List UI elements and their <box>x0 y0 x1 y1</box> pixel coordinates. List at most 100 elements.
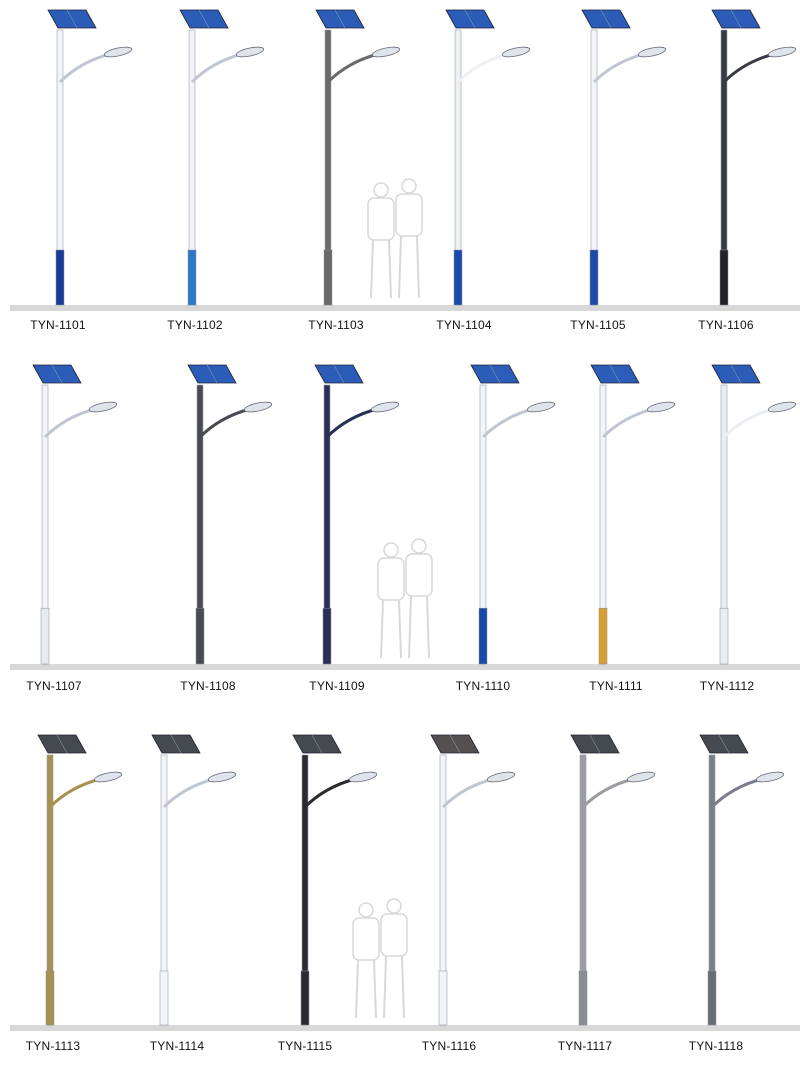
lamp-head <box>767 401 797 413</box>
solar-panel-grid <box>464 9 476 29</box>
solar-panel-grid <box>449 734 461 754</box>
solar-panel-grid <box>198 9 210 29</box>
solar-panel-grid <box>600 9 612 29</box>
person-legs <box>380 599 402 659</box>
person-head <box>411 538 427 554</box>
model-label: TYN-1112 <box>699 679 755 693</box>
solar-panel-grid <box>311 734 323 754</box>
pedestrian-silhouette <box>367 178 423 299</box>
street-light-tyn-1114 <box>151 734 237 1026</box>
model-label: TYN-1107 <box>26 679 82 693</box>
person-body <box>405 553 433 597</box>
person-legs <box>383 955 405 1019</box>
ground-line <box>10 664 800 670</box>
lamp-arm <box>710 777 763 809</box>
lamp-arm <box>441 777 494 809</box>
person-head <box>358 902 374 918</box>
model-label: TYN-1103 <box>308 318 364 332</box>
lamp-head <box>626 771 656 783</box>
model-label: TYN-1114 <box>149 1039 205 1053</box>
pole-base <box>55 249 65 306</box>
lamp-head <box>755 771 785 783</box>
pole-base <box>707 970 717 1026</box>
lamp-head <box>486 771 516 783</box>
ground-line <box>10 305 800 311</box>
model-label: TYN-1113 <box>25 1039 81 1053</box>
street-light-tyn-1115 <box>292 734 378 1026</box>
pole-base <box>300 970 310 1026</box>
street-light-tyn-1116 <box>430 734 516 1026</box>
pole-base <box>40 607 50 665</box>
model-label: TYN-1108 <box>180 679 236 693</box>
street-light-tyn-1101 <box>47 9 133 306</box>
model-label: TYN-1102 <box>167 318 223 332</box>
lamp-head <box>371 46 401 58</box>
lamp-head <box>501 46 531 58</box>
lamp-arm <box>722 52 775 84</box>
lamp-arm <box>48 777 101 809</box>
lamp-head <box>235 46 265 58</box>
model-label: TYN-1106 <box>698 318 754 332</box>
lamp-head <box>103 46 133 58</box>
model-label: TYN-1101 <box>30 318 86 332</box>
solar-panel-grid <box>333 364 345 384</box>
person-legs <box>408 595 430 659</box>
solar-panel-grid <box>66 9 78 29</box>
model-label: TYN-1105 <box>570 318 626 332</box>
street-light-tyn-1108 <box>187 364 273 665</box>
lamp-head <box>526 401 556 413</box>
person-head <box>401 178 417 194</box>
street-light-tyn-1105 <box>581 9 667 306</box>
person-legs <box>355 959 377 1019</box>
lamp-arm <box>303 777 356 809</box>
person-body <box>380 913 408 957</box>
model-label: TYN-1115 <box>277 1039 333 1053</box>
model-label: TYN-1118 <box>688 1039 744 1053</box>
solar-panel-grid <box>56 734 68 754</box>
lamp-head <box>637 46 667 58</box>
lamp-arm <box>456 52 509 84</box>
street-light-tyn-1112 <box>711 364 797 665</box>
street-light-tyn-1107 <box>32 364 118 665</box>
lamp-arm <box>325 407 378 439</box>
lamp-arm <box>581 777 634 809</box>
lamp-arm <box>162 777 215 809</box>
pole-base <box>323 249 333 306</box>
person-legs <box>398 235 420 299</box>
pole-base <box>578 970 588 1026</box>
street-light-tyn-1110 <box>470 364 556 665</box>
person-body <box>377 557 405 601</box>
street-light-tyn-1118 <box>699 734 785 1026</box>
solar-panel-grid <box>334 9 346 29</box>
pole-base <box>598 607 608 665</box>
person-head <box>386 898 402 914</box>
pedestrian-silhouette <box>377 538 433 659</box>
street-light-tyn-1109 <box>314 364 400 665</box>
lamp-head <box>207 771 237 783</box>
lamp-head <box>767 46 797 58</box>
person-body <box>352 917 380 961</box>
lamp-arm <box>43 407 96 439</box>
lamp-head <box>646 401 676 413</box>
pole-base <box>719 607 729 665</box>
lamp-arm <box>722 407 775 439</box>
pole-base <box>45 970 55 1026</box>
solar-panel-grid <box>51 364 63 384</box>
pole-base <box>589 249 599 306</box>
model-label: TYN-1111 <box>589 679 643 693</box>
solar-panel-grid <box>609 364 621 384</box>
pole-base <box>453 249 463 306</box>
lamp-arm <box>198 407 251 439</box>
lamp-arm <box>592 52 645 84</box>
solar-panel-grid <box>730 364 742 384</box>
street-light-tyn-1111 <box>590 364 676 665</box>
solar-panel-grid <box>718 734 730 754</box>
person-body <box>395 193 423 237</box>
pole-base <box>187 249 197 306</box>
lamp-arm <box>481 407 534 439</box>
pole-base <box>438 970 448 1026</box>
lamp-arm <box>326 52 379 84</box>
model-label: TYN-1110 <box>455 679 511 693</box>
ground-line <box>10 1025 800 1031</box>
pedestrian-silhouette <box>352 898 408 1019</box>
